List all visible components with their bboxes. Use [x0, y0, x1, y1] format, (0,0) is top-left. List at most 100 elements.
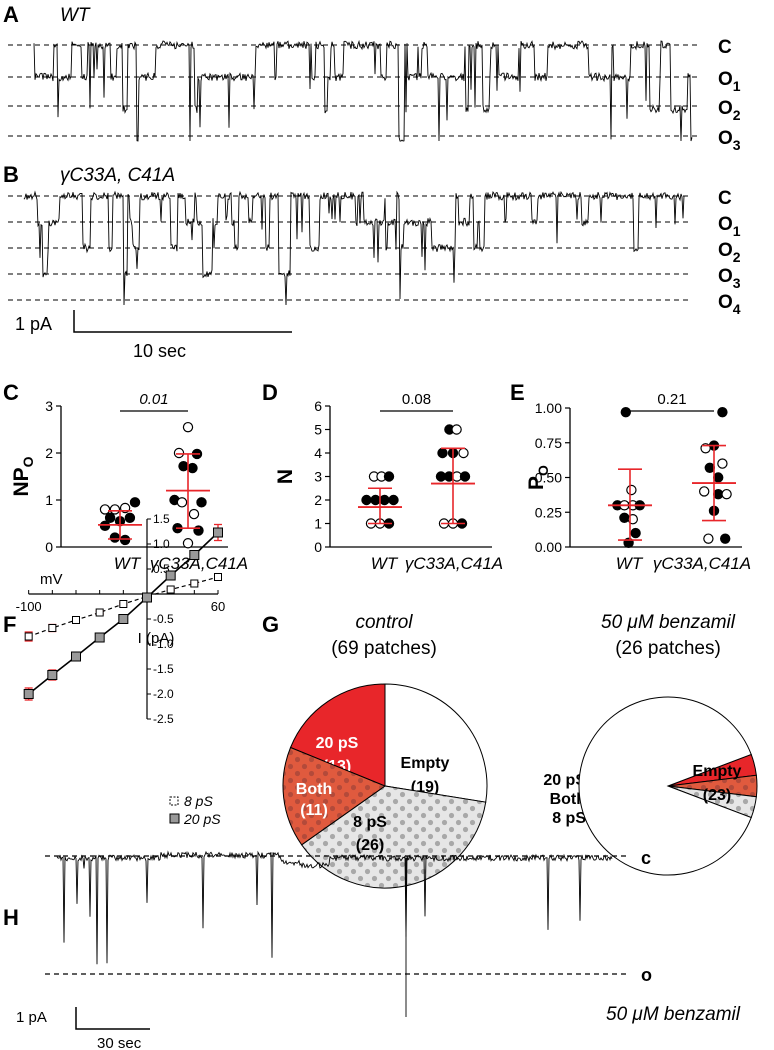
y-tick-label: 0.50 — [535, 470, 562, 486]
scalebar-h-lines — [75, 1007, 150, 1030]
data-point — [704, 462, 716, 473]
p-value: 0.21 — [657, 391, 686, 408]
pie-slice — [289, 683, 386, 787]
data-point — [459, 471, 471, 482]
data-point — [124, 512, 136, 524]
y-tick-label: 1 — [314, 516, 322, 532]
scalebar-h-time: 30 sec — [97, 1035, 142, 1050]
panel-letter-h: H — [3, 905, 19, 930]
pie-slice — [384, 683, 488, 803]
data-point — [699, 486, 710, 497]
level-label: C — [718, 188, 732, 209]
trace-b — [8, 190, 692, 306]
panel-f: F 1.51.00.5-0.5-1.0-1.5-2.0-2.5-100 60mVI… — [3, 512, 225, 827]
x-tick-label: -100 — [16, 599, 42, 614]
x-tick-label: 60 — [211, 599, 225, 614]
data-point — [213, 527, 223, 538]
data-point — [95, 608, 104, 617]
panel-letter-d: D — [262, 380, 278, 405]
y-tick-label: 4 — [314, 445, 322, 461]
pie-control-title: control — [355, 612, 413, 633]
slice-value: (11) — [300, 802, 328, 819]
y-axis-label: PO — [525, 465, 551, 490]
scalebar-ab-lines — [73, 310, 292, 333]
data-point — [187, 462, 198, 474]
panel-letter-e: E — [510, 380, 525, 405]
panel-letter-g: G — [262, 612, 279, 637]
data-point — [166, 585, 175, 594]
data-point — [703, 533, 714, 544]
data-point — [721, 488, 732, 500]
level-label: C — [718, 37, 732, 58]
data-point — [118, 614, 129, 624]
y-tick-label: -2.0 — [153, 687, 174, 701]
scalebar-ab-current: 1 pA — [15, 314, 52, 334]
data-point — [193, 525, 204, 536]
y-tick-label: 5 — [314, 422, 322, 438]
panel-letter-f: F — [3, 612, 16, 637]
trace-h-path — [56, 850, 613, 965]
y-tick-label: -1.5 — [153, 662, 174, 676]
data-point — [188, 508, 200, 520]
data-point — [630, 527, 641, 539]
data-point — [720, 533, 731, 544]
data-point — [165, 570, 176, 581]
level-label: O1 — [718, 214, 741, 239]
category-label: γC33A,C41A — [405, 554, 503, 573]
slice-label: 20 pS — [543, 772, 586, 789]
data-point — [451, 424, 462, 435]
data-point — [713, 472, 724, 483]
data-point — [176, 497, 188, 508]
data-point — [620, 406, 632, 418]
y-tick-label: 0 — [45, 539, 53, 555]
data-point — [388, 494, 399, 506]
y-tick-label: 0 — [314, 539, 322, 555]
y-tick-label: 1.00 — [535, 400, 562, 416]
data-point — [129, 497, 141, 508]
data-point — [189, 550, 200, 560]
y-tick-label: 2 — [314, 492, 322, 508]
level-labels-a: C O1 O2 O3 — [718, 37, 741, 153]
trace-path — [23, 190, 685, 306]
p-value: 0.01 — [139, 391, 168, 408]
panel-d: D 0 1 2 3 4 5 6 N WT γC33A,C41A 0.08 — [262, 380, 503, 573]
panel-e: E 0.00 0.25 0.50 0.75 1.00 PO WT γC33A,C41A 0.21 — [510, 380, 751, 573]
y-tick-label: 2 — [45, 445, 53, 461]
scalebar-h-current: 1 pA — [16, 1009, 47, 1026]
level-label: O4 — [718, 292, 741, 317]
y-tick-label: 0.00 — [535, 539, 562, 555]
panel-h-treatment: 50 μM benzamil — [606, 1004, 741, 1025]
data-point — [94, 632, 105, 643]
pie-slice — [578, 696, 752, 876]
data-point — [47, 670, 58, 680]
panel-b-label: γC33A, C41A — [60, 165, 175, 186]
data-point — [48, 624, 57, 632]
data-point — [361, 494, 372, 506]
slice-value: (26) — [356, 837, 384, 854]
data-point — [458, 447, 469, 459]
data-point — [383, 471, 395, 482]
slice-value: (23) — [703, 787, 731, 804]
data-point — [717, 458, 728, 469]
category-label: γC33A,C41A — [150, 554, 248, 573]
y-axis-label: NPO — [10, 456, 36, 496]
y-tick-label: 0.25 — [535, 504, 562, 520]
data-point — [178, 460, 189, 472]
data-point — [173, 447, 185, 459]
data-point — [119, 534, 131, 546]
category-label: WT — [616, 554, 644, 573]
data-point — [23, 689, 34, 699]
data-point — [72, 616, 80, 624]
trace-h — [56, 850, 613, 1017]
pie-benzamil-subtitle: (26 patches) — [615, 638, 721, 659]
level-label: O1 — [718, 69, 741, 94]
slice-label: Both — [296, 781, 332, 798]
slice-label: Both — [550, 791, 586, 808]
y-tick-label: -2.5 — [153, 712, 174, 726]
y-tick-label: 3 — [314, 469, 322, 485]
y-tick-label: 1 — [45, 492, 53, 508]
data-point — [437, 447, 448, 459]
y-tick-label: 6 — [314, 398, 322, 414]
